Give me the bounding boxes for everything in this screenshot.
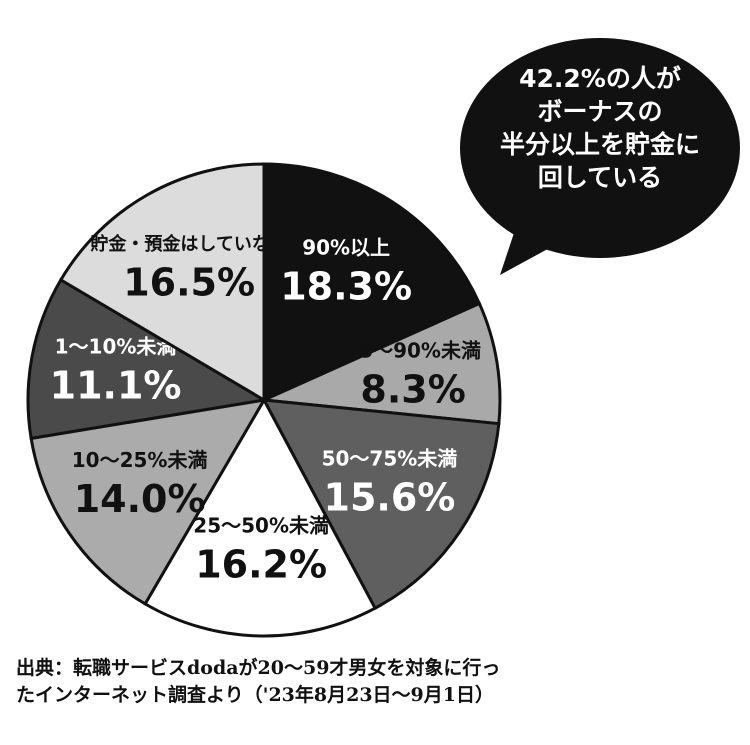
annotation: 42.2%の人が ボーナスの 半分以上を貯金に 回している bbox=[499, 64, 700, 192]
value-label: 16.5% bbox=[123, 260, 255, 304]
slice-label: 25〜50%未満 bbox=[193, 514, 329, 538]
slice-label: 1〜10%未満 bbox=[55, 335, 177, 359]
slice-label: 75〜90%未満 bbox=[345, 338, 481, 362]
pie-slice bbox=[258, 301, 502, 426]
pie-slice bbox=[26, 277, 269, 441]
value-label: 18.3% bbox=[280, 265, 412, 309]
value-label: 15.6% bbox=[324, 476, 456, 520]
slice-label: 50〜75%未満 bbox=[322, 447, 458, 471]
source-note: 出典：転職サービスdodaが20〜59才男女を対象に行ったインターネット調査より… bbox=[16, 657, 501, 706]
pie-slice bbox=[261, 398, 501, 611]
speech-bubble bbox=[460, 38, 740, 275]
value-label: 11.1% bbox=[50, 364, 182, 408]
slice-label: 90%以上 bbox=[302, 236, 390, 260]
slice-label: 10〜25%未満 bbox=[72, 448, 208, 472]
slice-label: 貯金・預金はしていない bbox=[90, 233, 287, 255]
value-label: 8.3% bbox=[360, 367, 465, 411]
pie-slice bbox=[262, 162, 482, 403]
pie-slice bbox=[143, 396, 378, 638]
value-label: 14.0% bbox=[74, 477, 206, 521]
value-label: 16.2% bbox=[195, 543, 327, 587]
pie-slice bbox=[29, 398, 267, 606]
pie-slice bbox=[58, 162, 266, 403]
